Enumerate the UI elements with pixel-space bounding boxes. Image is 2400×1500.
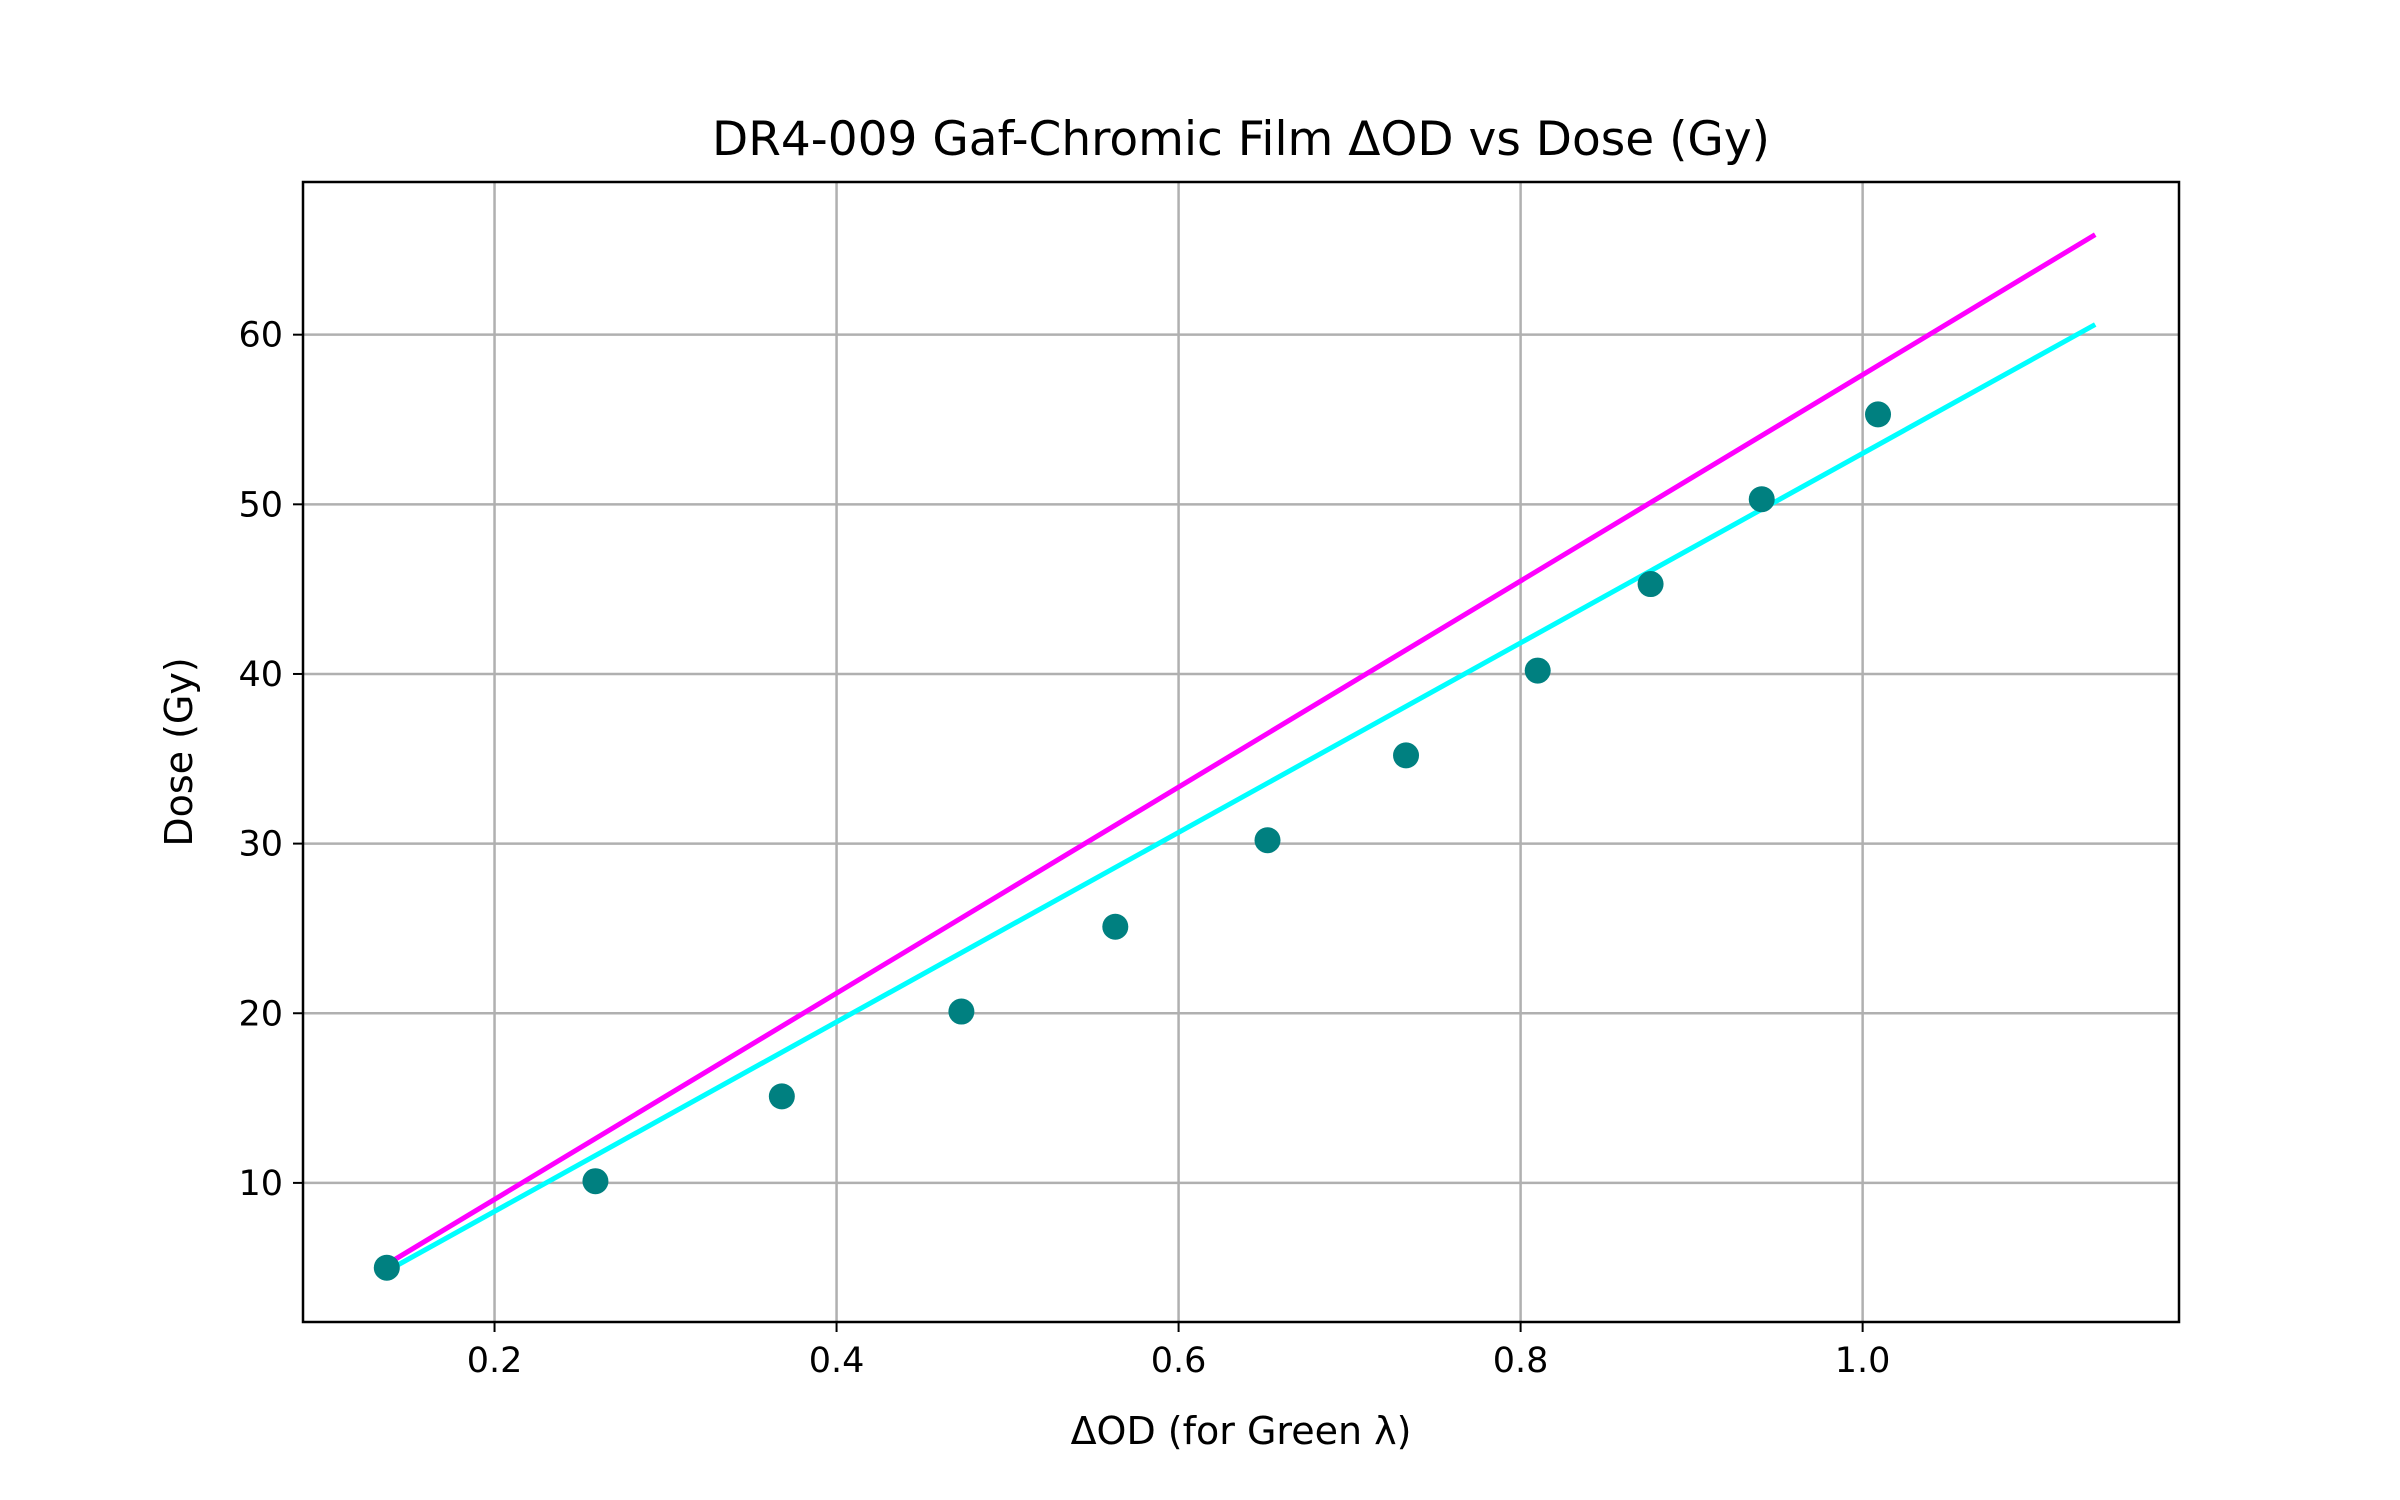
- y-tick-label: 20: [238, 994, 283, 1034]
- chart-title: DR4-009 Gaf-Chromic Film ΔOD vs Dose (Gy…: [712, 112, 1770, 167]
- x-tick-label: 0.8: [1493, 1341, 1549, 1381]
- grid-layer: [303, 182, 2179, 1322]
- tick-layer: 0.2 0.4 0.6 0.8 1.0 10 20 30 40 50 60: [238, 316, 1890, 1381]
- y-tick-label: 10: [238, 1164, 283, 1204]
- x-axis-label: ΔOD (for Green λ): [1071, 1409, 1412, 1453]
- y-tick-label: 40: [238, 655, 283, 695]
- data-point: [1393, 742, 1420, 769]
- x-tick-label: 1.0: [1835, 1341, 1891, 1381]
- data-point: [768, 1083, 795, 1110]
- series-layer: [373, 232, 2097, 1281]
- data-point: [1748, 486, 1775, 513]
- data-point: [1254, 827, 1281, 854]
- x-tick-label: 0.6: [1151, 1341, 1207, 1381]
- y-tick-label: 30: [238, 825, 283, 865]
- plot-frame: [301, 180, 2181, 1324]
- data-point: [373, 1254, 400, 1281]
- data-point: [1524, 657, 1551, 684]
- fit-line: [385, 232, 2097, 1267]
- data-point: [582, 1168, 609, 1195]
- data-point: [1865, 401, 1892, 428]
- data-point: [1102, 913, 1129, 940]
- fit-line: [385, 322, 2097, 1274]
- y-tick-label: 60: [238, 316, 283, 356]
- y-axis-label: Dose (Gy): [157, 657, 201, 846]
- x-tick-label: 0.2: [467, 1341, 523, 1381]
- x-tick-label: 0.4: [809, 1341, 865, 1381]
- y-tick-label: 50: [238, 485, 283, 525]
- data-point: [1637, 571, 1664, 598]
- data-point: [948, 998, 975, 1025]
